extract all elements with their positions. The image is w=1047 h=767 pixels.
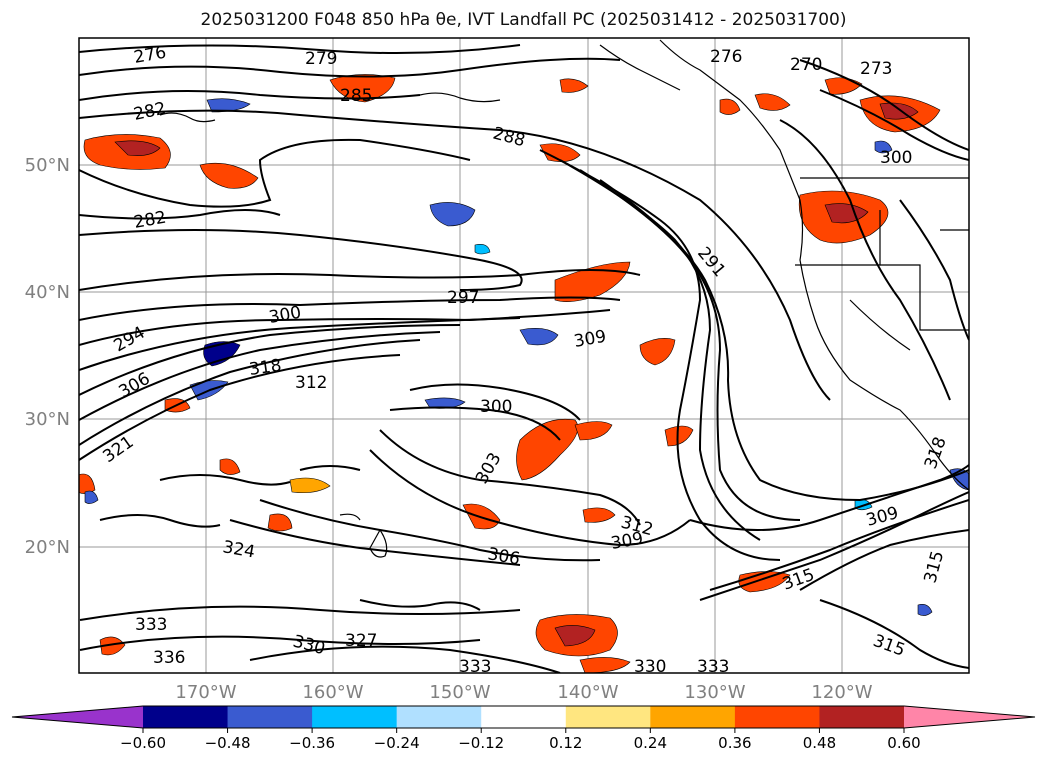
contour-label: 297 bbox=[447, 288, 479, 308]
contour-label: 276 bbox=[710, 47, 742, 67]
contour-label: 273 bbox=[860, 59, 892, 79]
lat-label: 40°N bbox=[25, 282, 70, 303]
theta-contours bbox=[79, 44, 969, 673]
latitude-labels: 50°N 40°N 30°N 20°N bbox=[25, 155, 70, 558]
lon-label: 130°W bbox=[684, 682, 745, 703]
colorbar-tick-label: −0.48 bbox=[205, 734, 251, 752]
colorbar-tick-label: 0.36 bbox=[718, 734, 751, 752]
colorbar-tick-label: −0.60 bbox=[120, 734, 166, 752]
colorbar: −0.60 −0.48 −0.36 −0.24 −0.12 0.12 0.24 0.36 0.4… bbox=[11, 705, 1036, 752]
colorbar-tick-label: −0.12 bbox=[458, 734, 504, 752]
lat-label: 20°N bbox=[25, 537, 70, 558]
colorbar-segment bbox=[650, 706, 736, 728]
colorbar-extend-low bbox=[12, 706, 143, 728]
coastlines bbox=[159, 39, 969, 558]
contour-label: 327 bbox=[345, 631, 377, 651]
colorbar-tick-label: 0.60 bbox=[887, 734, 920, 752]
colorbar-segment bbox=[143, 706, 229, 728]
colorbar-segment bbox=[819, 706, 905, 728]
longitude-labels: 170°W 160°W 150°W 140°W 130°W 120°W bbox=[175, 682, 872, 703]
gridlines bbox=[79, 38, 969, 673]
contour-label: 270 bbox=[790, 55, 822, 75]
colorbar-tick-label: 0.12 bbox=[549, 734, 582, 752]
contour-label: 318 bbox=[248, 356, 283, 380]
lon-label: 120°W bbox=[811, 682, 872, 703]
lon-label: 150°W bbox=[429, 682, 490, 703]
map-title: 2025031200 F048 850 hPa θe, IVT Landfall… bbox=[200, 10, 847, 30]
contour-label: 330 bbox=[634, 657, 666, 677]
lon-label: 160°W bbox=[302, 682, 363, 703]
contour-label: 333 bbox=[459, 657, 491, 677]
colorbar-segment bbox=[312, 706, 398, 728]
colorbar-segment bbox=[227, 706, 313, 728]
contour-label: 312 bbox=[295, 373, 327, 393]
colorbar-segment bbox=[481, 706, 567, 728]
contour-label: 333 bbox=[697, 657, 729, 677]
contour-label: 300 bbox=[880, 148, 912, 168]
colorbar-tick-label: 0.24 bbox=[634, 734, 667, 752]
lat-label: 50°N bbox=[25, 155, 70, 176]
contour-label: 336 bbox=[153, 648, 185, 668]
colorbar-tick-label: −0.36 bbox=[289, 734, 335, 752]
lat-label: 30°N bbox=[25, 409, 70, 430]
lon-label: 170°W bbox=[175, 682, 236, 703]
colorbar-tick-label: −0.24 bbox=[374, 734, 420, 752]
colorbar-tick-label: 0.48 bbox=[803, 734, 836, 752]
contour-label: 333 bbox=[135, 615, 167, 635]
colorbar-segment bbox=[565, 706, 651, 728]
map-frame bbox=[78, 37, 970, 674]
colorbar-segment bbox=[734, 706, 820, 728]
lon-label: 140°W bbox=[557, 682, 618, 703]
contour-label: 300 bbox=[480, 397, 512, 417]
colorbar-extend-high bbox=[904, 706, 1035, 728]
contour-label: 285 bbox=[340, 86, 372, 106]
colorbar-segment bbox=[396, 706, 482, 728]
contour-label: 279 bbox=[305, 49, 337, 69]
